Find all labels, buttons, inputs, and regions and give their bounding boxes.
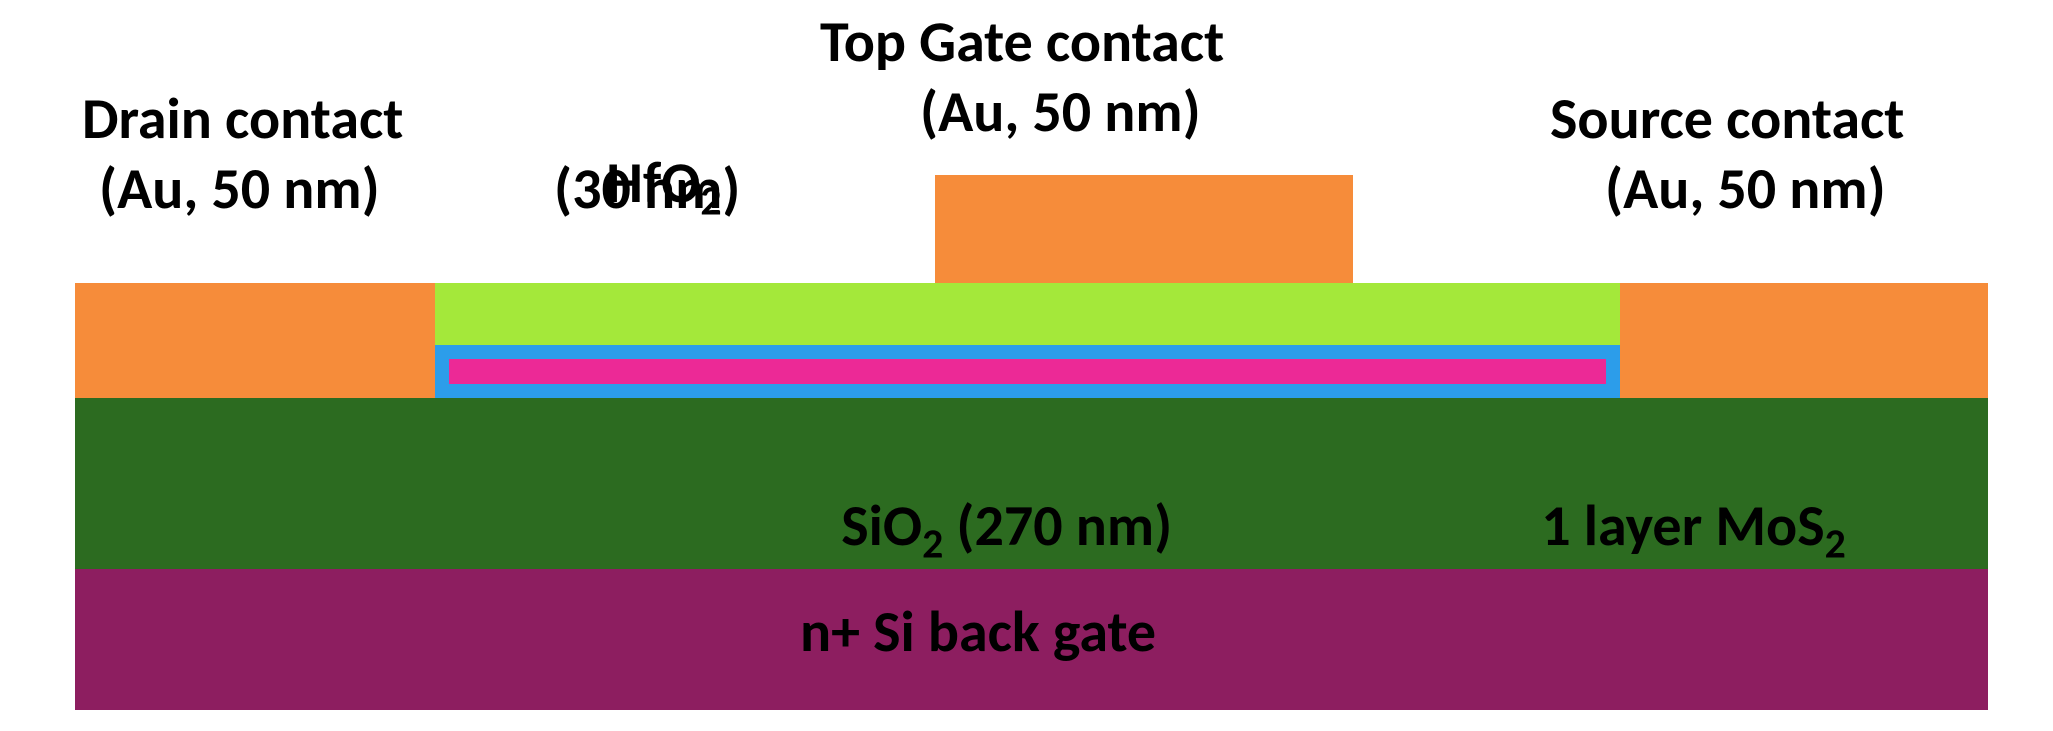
label-sio2-pre: SiO: [841, 490, 922, 561]
label-mos2: 1 layer MoS2: [1515, 430, 1846, 558]
label-back-gate: n+ Si back gate: [800, 600, 1156, 664]
label-mos2-pre: 1 layer MoS: [1541, 490, 1824, 561]
layer-mos2: [435, 345, 1620, 398]
contact-drain: [75, 283, 435, 398]
label-drain-line2: (Au, 50 nm): [99, 157, 380, 221]
label-source-line2: (Au, 50 nm): [1605, 157, 1886, 221]
label-drain-line1: Drain contact: [82, 87, 403, 151]
label-top-gate-line1: Top Gate contact: [820, 10, 1224, 74]
contact-source: [1620, 283, 1988, 398]
label-sio2-sub: 2: [922, 518, 943, 569]
label-sio2-post: (270 nm): [943, 490, 1172, 561]
label-hfo2-line2: (30 nm): [554, 157, 740, 221]
layer-hfo2: [435, 283, 1620, 345]
label-sio2: SiO2 (270 nm): [815, 430, 1172, 558]
contact-top-gate: [935, 175, 1353, 283]
label-source-line1: Source contact: [1550, 87, 1904, 151]
label-top-gate-line2: (Au, 50 nm): [920, 80, 1201, 144]
label-mos2-sub: 2: [1825, 518, 1846, 569]
